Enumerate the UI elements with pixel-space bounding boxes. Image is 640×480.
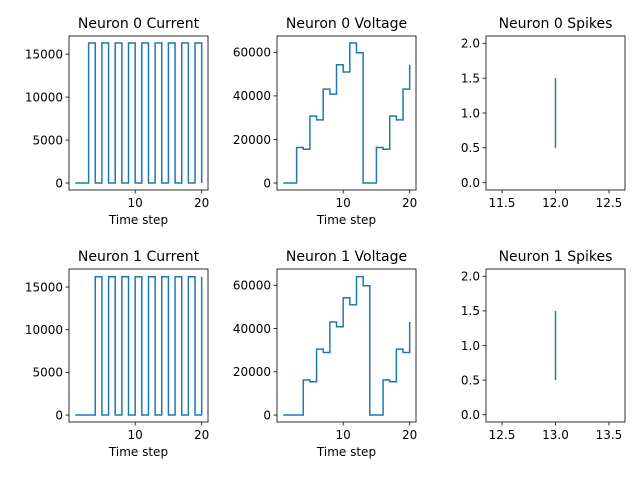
chart-4-ytick-label: 0 <box>263 408 271 422</box>
chart-2-xtick-label: 12.5 <box>596 196 623 210</box>
chart-5: Neuron 1 Spikes 12.5 13.0 13.5 0.0 0.5 1.0 1.5 2… <box>461 249 626 442</box>
chart-5-xtick-label: 12.5 <box>489 428 516 442</box>
chart-1-axes-frame <box>276 35 417 191</box>
chart-4-ytick-label: 60000 <box>233 279 271 293</box>
chart-0-ytick-label: 10000 <box>25 90 63 104</box>
chart-0-xtick-label: 20 <box>194 196 209 210</box>
chart-4-xtick-label: 10 <box>336 428 351 442</box>
chart-5-ytick-label: 0.0 <box>461 408 480 422</box>
chart-0-xtick-label: 10 <box>128 196 143 210</box>
chart-1-ytick-label: 60000 <box>233 46 271 60</box>
chart-1-ytick-label: 20000 <box>233 133 271 147</box>
chart-3-title: Neuron 1 Current <box>78 249 200 265</box>
chart-0-ytick-label: 15000 <box>25 47 63 61</box>
chart-4: Neuron 1 Voltage 10 20 0 20000 40000 60000 Time… <box>233 249 418 459</box>
chart-2-ytick-label: 0.0 <box>461 176 480 190</box>
chart-0-title: Neuron 0 Current <box>78 16 200 32</box>
chart-1-series-line <box>283 42 411 184</box>
chart-4-axes-frame <box>276 268 417 423</box>
chart-2-ytick-label: 1.5 <box>461 71 480 85</box>
chart-1-xtick-label: 10 <box>336 196 351 210</box>
chart-5-ytick-label: 0.5 <box>461 373 480 387</box>
chart-5-ytick-label: 1.0 <box>461 339 480 353</box>
chart-0-xlabel: Time step <box>108 213 168 227</box>
chart-4-title: Neuron 1 Voltage <box>286 249 407 265</box>
chart-2-xtick-label: 12.0 <box>542 196 569 210</box>
chart-0-axes-frame <box>68 35 209 191</box>
chart-1-xtick-label: 20 <box>402 196 417 210</box>
chart-3-xtick-label: 10 <box>128 428 143 442</box>
chart-1-ytick-label: 0 <box>263 176 271 190</box>
chart-3-ytick-label: 15000 <box>25 280 63 294</box>
chart-3: Neuron 1 Current 10 20 0 5000 10000 15000 Time … <box>25 249 210 459</box>
chart-5-ytick-label: 1.5 <box>461 304 480 318</box>
chart-4-ytick-label: 40000 <box>233 322 271 336</box>
chart-5-ytick-label: 2.0 <box>461 270 480 284</box>
chart-2-xtick-label: 11.5 <box>489 196 516 210</box>
chart-2-ytick-label: 1.0 <box>461 106 480 120</box>
chart-3-series-line <box>75 276 203 416</box>
chart-0: Neuron 0 Current 10 20 0 5000 10000 15000 Time … <box>25 16 210 227</box>
chart-3-ytick-label: 10000 <box>25 323 63 337</box>
chart-3-ytick-label: 0 <box>55 408 63 422</box>
chart-5-title: Neuron 1 Spikes <box>499 249 613 265</box>
chart-0-ytick-label: 5000 <box>32 133 63 147</box>
chart-5-xtick-label: 13.0 <box>542 428 569 442</box>
chart-0-ytick-label: 0 <box>55 176 63 190</box>
chart-2-ytick-label: 0.5 <box>461 141 480 155</box>
chart-3-xtick-label: 20 <box>194 428 209 442</box>
chart-1: Neuron 0 Voltage 10 20 0 20000 40000 60000 Time… <box>233 16 418 227</box>
chart-4-ytick-label: 20000 <box>233 365 271 379</box>
chart-1-ytick-label: 40000 <box>233 89 271 103</box>
chart-4-series-line <box>283 275 411 416</box>
chart-5-xtick-label: 13.5 <box>596 428 623 442</box>
chart-3-ytick-label: 5000 <box>32 366 63 380</box>
chart-3-axes-frame <box>68 268 209 423</box>
chart-0-series-line <box>75 42 203 184</box>
chart-4-xtick-label: 20 <box>402 428 417 442</box>
chart-2-title: Neuron 0 Spikes <box>499 16 613 32</box>
chart-4-xlabel: Time step <box>316 445 376 459</box>
chart-2: Neuron 0 Spikes 11.5 12.0 12.5 0.0 0.5 1.0 1.5 2… <box>461 16 626 210</box>
chart-1-title: Neuron 0 Voltage <box>286 16 407 32</box>
chart-3-xlabel: Time step <box>108 445 168 459</box>
chart-1-xlabel: Time step <box>316 213 376 227</box>
chart-2-ytick-label: 2.0 <box>461 37 480 51</box>
